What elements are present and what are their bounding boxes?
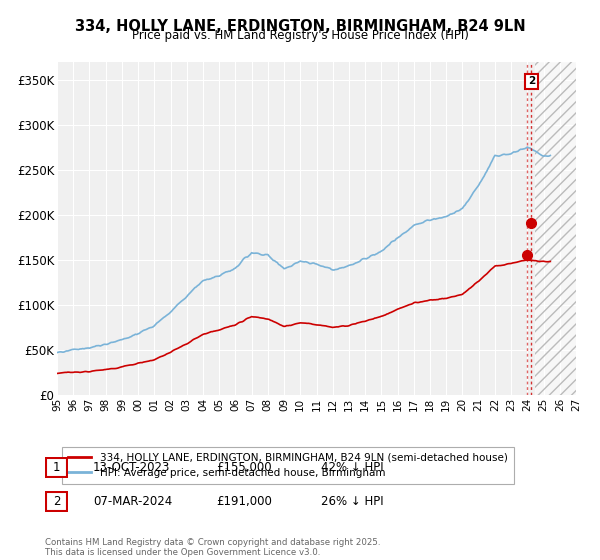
FancyBboxPatch shape [46, 492, 67, 511]
Text: £155,000: £155,000 [216, 461, 272, 474]
Text: 2: 2 [528, 76, 535, 86]
Text: 13-OCT-2023: 13-OCT-2023 [93, 461, 170, 474]
Text: Contains HM Land Registry data © Crown copyright and database right 2025.
This d: Contains HM Land Registry data © Crown c… [45, 538, 380, 557]
Text: 2: 2 [53, 494, 60, 508]
FancyBboxPatch shape [46, 458, 67, 477]
Bar [535, 62, 576, 395]
Bar [535, 62, 576, 395]
Text: Price paid vs. HM Land Registry's House Price Index (HPI): Price paid vs. HM Land Registry's House … [131, 29, 469, 42]
Text: 1: 1 [53, 461, 60, 474]
Text: 07-MAR-2024: 07-MAR-2024 [93, 494, 172, 508]
Legend: 334, HOLLY LANE, ERDINGTON, BIRMINGHAM, B24 9LN (semi-detached house), HPI: Aver: 334, HOLLY LANE, ERDINGTON, BIRMINGHAM, … [62, 447, 514, 484]
Text: 42% ↓ HPI: 42% ↓ HPI [321, 461, 383, 474]
Text: 334, HOLLY LANE, ERDINGTON, BIRMINGHAM, B24 9LN: 334, HOLLY LANE, ERDINGTON, BIRMINGHAM, … [74, 19, 526, 34]
Text: 26% ↓ HPI: 26% ↓ HPI [321, 494, 383, 508]
Text: £191,000: £191,000 [216, 494, 272, 508]
